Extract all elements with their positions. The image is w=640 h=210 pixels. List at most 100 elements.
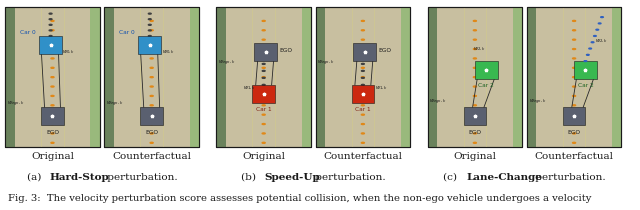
Bar — [90, 7, 100, 147]
Circle shape — [51, 20, 54, 21]
Text: EGO: EGO — [279, 48, 292, 53]
Circle shape — [150, 142, 153, 143]
Bar — [527, 7, 536, 147]
Circle shape — [474, 114, 476, 115]
Circle shape — [573, 114, 575, 115]
Circle shape — [51, 58, 54, 59]
Circle shape — [51, 133, 54, 134]
Circle shape — [362, 84, 364, 85]
Text: $w_{ego,k}$: $w_{ego,k}$ — [429, 97, 447, 106]
Circle shape — [49, 35, 52, 37]
Text: $w_{0,k}$: $w_{0,k}$ — [162, 49, 175, 56]
Circle shape — [262, 70, 265, 71]
Text: $w_{ego,k}$: $w_{ego,k}$ — [218, 59, 236, 68]
Circle shape — [474, 20, 476, 21]
Circle shape — [262, 20, 265, 21]
Circle shape — [262, 67, 265, 68]
Circle shape — [362, 77, 364, 78]
Text: EGO: EGO — [468, 130, 481, 135]
Bar — [612, 7, 621, 147]
Circle shape — [150, 39, 153, 40]
Bar — [316, 7, 410, 147]
Circle shape — [150, 95, 153, 96]
Text: Car 1: Car 1 — [256, 107, 271, 112]
Circle shape — [362, 142, 364, 143]
Circle shape — [362, 20, 364, 21]
Circle shape — [474, 86, 476, 87]
Circle shape — [362, 95, 364, 96]
Circle shape — [362, 39, 364, 40]
Text: EGO: EGO — [145, 130, 158, 135]
Circle shape — [573, 86, 575, 87]
Circle shape — [150, 123, 153, 125]
Circle shape — [474, 123, 476, 125]
Circle shape — [573, 95, 575, 96]
Circle shape — [474, 67, 476, 68]
Bar — [316, 7, 410, 147]
Text: $w_{ego,k}$: $w_{ego,k}$ — [106, 100, 124, 109]
Circle shape — [51, 86, 54, 87]
Circle shape — [51, 95, 54, 96]
Circle shape — [150, 30, 153, 31]
Circle shape — [262, 58, 265, 59]
Circle shape — [148, 19, 151, 20]
Text: (c): (c) — [444, 173, 461, 182]
Bar — [41, 107, 64, 125]
Circle shape — [150, 67, 153, 68]
Circle shape — [362, 133, 364, 134]
Circle shape — [51, 142, 54, 143]
Text: Car 0: Car 0 — [20, 30, 35, 35]
Circle shape — [598, 23, 601, 24]
Circle shape — [573, 58, 575, 59]
Circle shape — [573, 49, 575, 50]
Text: perturbation.: perturbation. — [532, 173, 606, 182]
Circle shape — [51, 123, 54, 125]
Circle shape — [573, 105, 575, 106]
Circle shape — [150, 20, 153, 21]
Circle shape — [362, 63, 364, 64]
Circle shape — [601, 17, 604, 18]
Text: EGO: EGO — [568, 130, 580, 135]
Circle shape — [474, 39, 476, 40]
Text: Fig. 3:  The velocity perturbation score assesses potential collision, when the : Fig. 3: The velocity perturbation score … — [8, 194, 591, 203]
Text: Car 2: Car 2 — [478, 83, 494, 88]
Text: Car 1: Car 1 — [355, 107, 371, 112]
Circle shape — [362, 114, 364, 115]
Circle shape — [596, 29, 598, 30]
Text: $w_{1,k}$: $w_{1,k}$ — [376, 85, 388, 92]
Text: $w_{ego,k}$: $w_{ego,k}$ — [7, 100, 24, 109]
Circle shape — [262, 63, 265, 64]
Circle shape — [262, 77, 265, 78]
Text: Speed-Up: Speed-Up — [264, 173, 320, 182]
Circle shape — [584, 61, 587, 62]
Bar — [463, 107, 486, 125]
Bar — [574, 61, 597, 79]
Circle shape — [474, 105, 476, 106]
Text: (a): (a) — [27, 173, 45, 182]
Bar — [254, 43, 277, 61]
Circle shape — [49, 19, 52, 20]
Circle shape — [362, 123, 364, 125]
Bar — [104, 7, 199, 147]
Circle shape — [150, 58, 153, 59]
Circle shape — [51, 49, 54, 50]
Text: Car 2: Car 2 — [577, 83, 593, 88]
Bar — [5, 7, 100, 147]
Circle shape — [362, 105, 364, 106]
Circle shape — [150, 133, 153, 134]
Circle shape — [262, 114, 265, 115]
Bar — [104, 7, 199, 147]
Bar — [252, 85, 275, 103]
Circle shape — [573, 77, 575, 78]
Bar — [527, 7, 621, 147]
Text: perturbation.: perturbation. — [312, 173, 386, 182]
Circle shape — [573, 142, 575, 143]
Bar — [351, 85, 374, 103]
Bar — [353, 43, 376, 61]
Circle shape — [262, 95, 265, 96]
Circle shape — [148, 24, 151, 25]
Circle shape — [474, 30, 476, 31]
Circle shape — [262, 123, 265, 125]
Circle shape — [150, 49, 153, 50]
Text: $w_{ego,k}$: $w_{ego,k}$ — [529, 97, 546, 106]
